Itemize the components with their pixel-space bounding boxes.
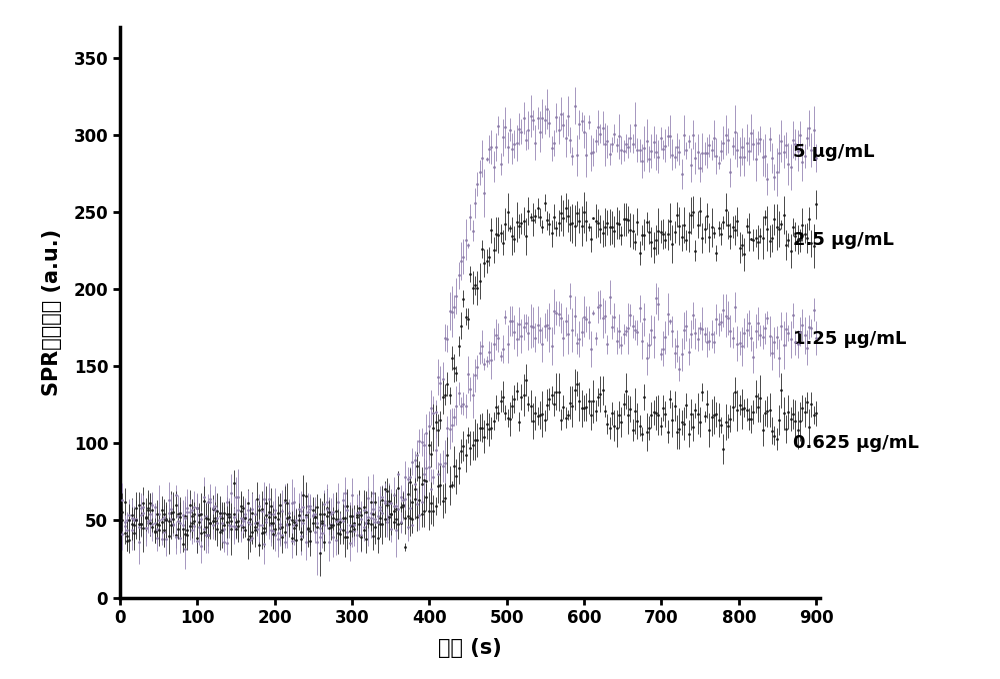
Text: 5 μg/mL: 5 μg/mL [793,143,874,161]
Text: 1.25 μg/mL: 1.25 μg/mL [793,329,906,348]
Text: 0.625 μg/mL: 0.625 μg/mL [793,435,919,452]
Y-axis label: SPR响应信号 (a.u.): SPR响应信号 (a.u.) [42,229,62,396]
X-axis label: 时间 (s): 时间 (s) [438,638,502,659]
Text: 2.5 μg/mL: 2.5 μg/mL [793,231,894,249]
